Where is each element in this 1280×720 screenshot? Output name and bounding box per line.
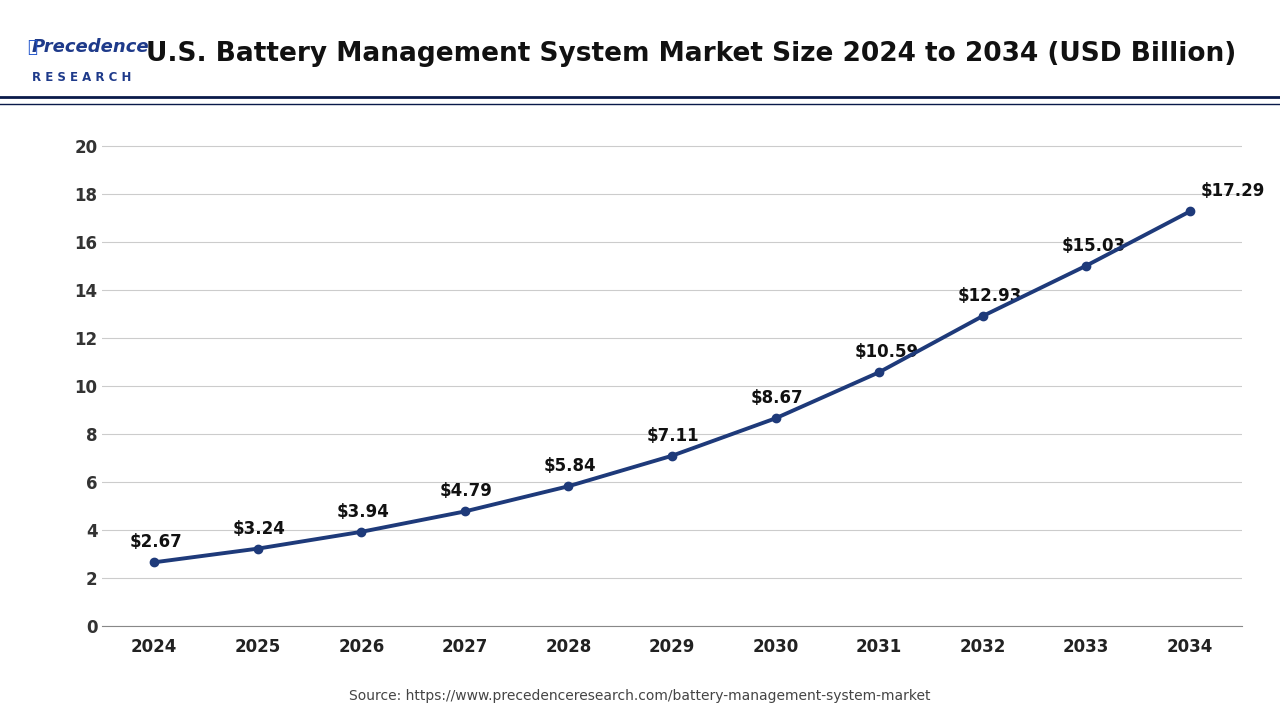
Text: $5.84: $5.84 [544,457,596,475]
Text: $12.93: $12.93 [957,287,1021,305]
Text: $4.79: $4.79 [440,482,493,500]
Text: $3.24: $3.24 [233,520,285,538]
Text: $3.94: $3.94 [337,503,389,521]
Text: $17.29: $17.29 [1201,182,1266,200]
Text: $2.67: $2.67 [129,534,182,552]
Text: Source: https://www.precedenceresearch.com/battery-management-system-market: Source: https://www.precedenceresearch.c… [349,689,931,703]
Text: Precedence: Precedence [32,37,150,55]
Text: U.S. Battery Management System Market Size 2024 to 2034 (USD Billion): U.S. Battery Management System Market Si… [146,41,1236,67]
Text: $10.59: $10.59 [854,343,918,361]
Text: $7.11: $7.11 [646,427,700,445]
Text: $8.67: $8.67 [750,390,803,408]
Text: R E S E A R C H: R E S E A R C H [32,71,132,84]
Text: ⬦: ⬦ [27,37,37,55]
Text: $15.03: $15.03 [1061,237,1125,255]
